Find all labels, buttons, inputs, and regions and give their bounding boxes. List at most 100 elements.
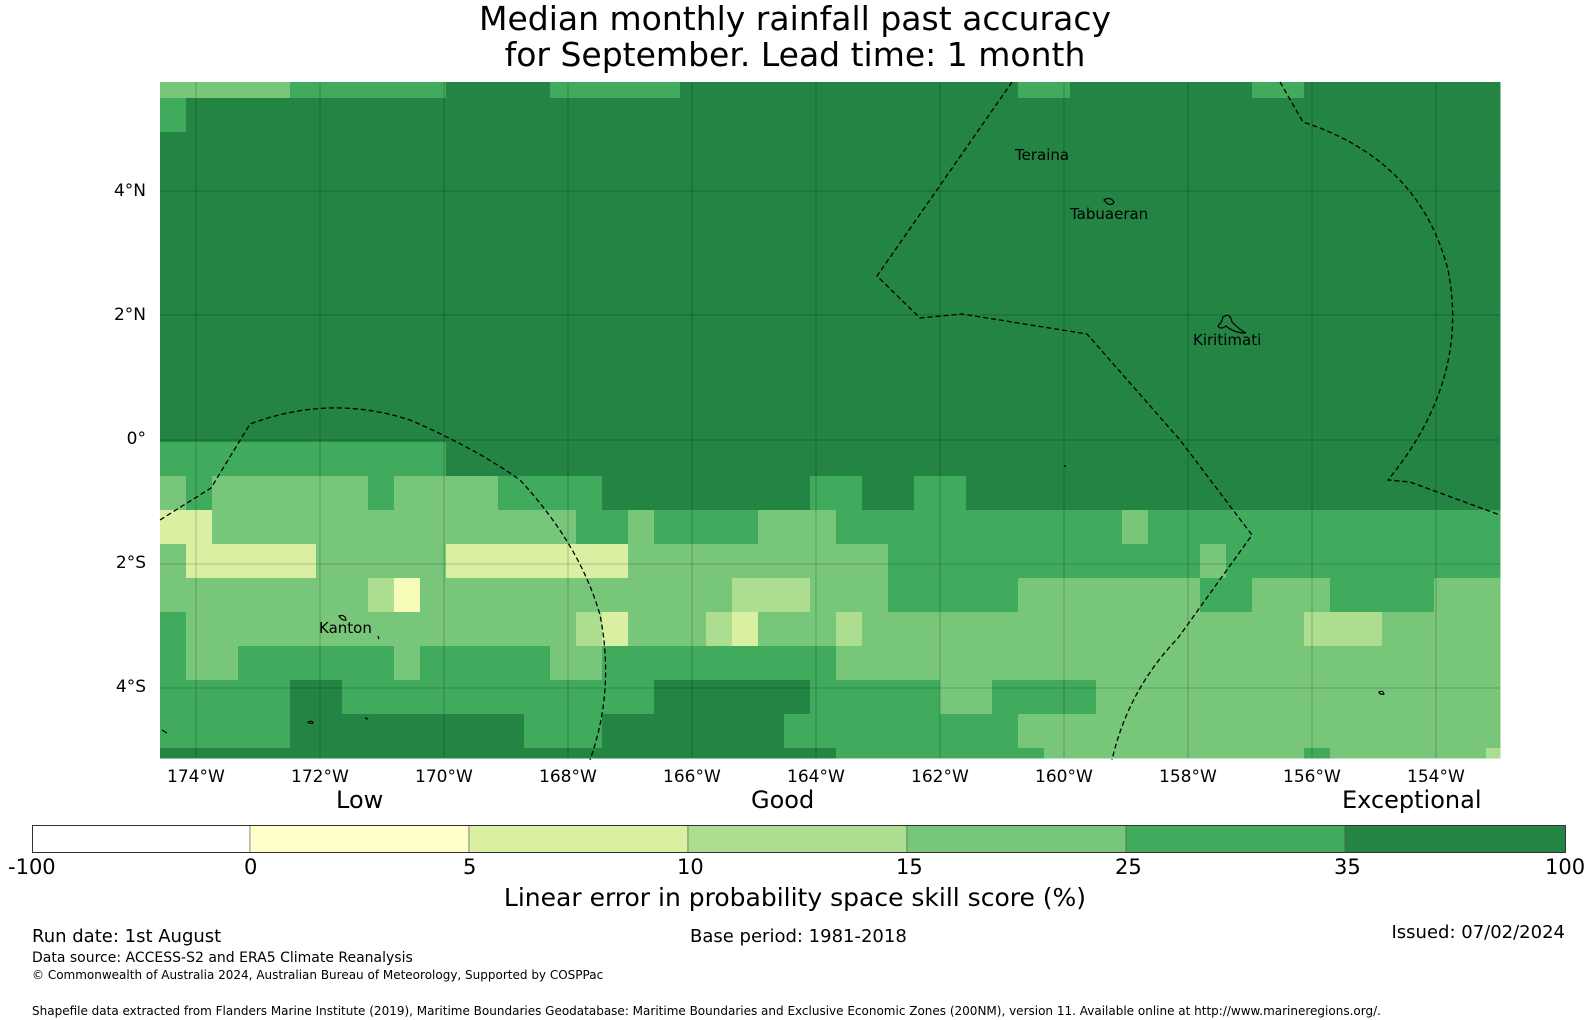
skill-cell (316, 680, 343, 715)
skill-cell (1070, 476, 1097, 511)
skill-cell (680, 714, 707, 749)
skill-cell (862, 98, 889, 133)
skill-cell (1382, 612, 1409, 647)
skill-cell (628, 544, 655, 579)
colorbar-segment (687, 825, 908, 853)
skill-cell (550, 680, 577, 715)
skill-cell (368, 544, 395, 579)
skill-cell (446, 510, 473, 545)
colorbar-segment (906, 825, 1127, 853)
skill-cell (1356, 82, 1383, 99)
skill-cell (472, 714, 499, 749)
skill-cell (1486, 82, 1501, 99)
skill-cell (160, 476, 187, 511)
skill-cell (1070, 442, 1097, 477)
skill-cell (1252, 680, 1279, 715)
skill-cell (498, 578, 525, 613)
skill-cell (420, 476, 447, 511)
skill-cell (1330, 476, 1357, 511)
skill-cell (394, 476, 421, 511)
skill-cell (1278, 578, 1305, 613)
skill-cell (1148, 98, 1175, 133)
skill-cell (238, 544, 265, 579)
skill-cell (1122, 442, 1149, 477)
skill-cell (1408, 714, 1435, 749)
skill-cell (160, 510, 187, 545)
skill-cell (1226, 680, 1253, 715)
skill-cell (420, 98, 447, 133)
skill-cell (264, 98, 291, 133)
skill-cell (394, 510, 421, 545)
skill-cell (1044, 646, 1071, 681)
skill-cell (238, 132, 265, 443)
skill-cell (238, 714, 265, 749)
skill-cell (862, 714, 889, 749)
skill-cell (524, 612, 551, 647)
skill-cell (758, 680, 785, 715)
skill-cell (602, 680, 629, 715)
skill-cell (1408, 510, 1435, 545)
lat-tick-4n: 4°N (113, 181, 146, 201)
skill-cell (706, 578, 733, 613)
skill-cell (836, 476, 863, 511)
skill-cell (446, 748, 473, 759)
skill-cell (940, 646, 967, 681)
skill-cell (732, 442, 759, 477)
skill-cell (940, 98, 967, 133)
skill-cell (1486, 476, 1501, 511)
skill-cell (1200, 510, 1227, 545)
skill-cell (1148, 476, 1175, 511)
skill-cell (576, 544, 603, 579)
lon-tick-170w: 170°W (415, 767, 473, 787)
skill-cell (680, 612, 707, 647)
skill-cell (160, 82, 187, 99)
skill-cell (966, 132, 993, 443)
skill-cell (1278, 748, 1305, 759)
skill-cell (550, 442, 577, 477)
skill-cell (186, 748, 213, 759)
skill-cell (602, 82, 629, 99)
island-small-1 (1378, 690, 1385, 695)
skill-cell (888, 98, 915, 133)
island-kanton-outline (338, 614, 347, 621)
skill-cell (1174, 510, 1201, 545)
skill-cell (420, 442, 447, 477)
skill-cell (1330, 714, 1357, 749)
skill-cell (654, 98, 681, 133)
skill-cell (1174, 612, 1201, 647)
skill-cell (914, 82, 941, 99)
skill-cell (160, 646, 187, 681)
skill-cell (446, 476, 473, 511)
skill-cell (290, 578, 317, 613)
colorbar-axis-label: Linear error in probability space skill … (503, 883, 1087, 912)
skill-cell (264, 612, 291, 647)
skill-cell (212, 442, 239, 477)
skill-cell (628, 680, 655, 715)
skill-cell (524, 476, 551, 511)
skill-cell (290, 132, 317, 443)
skill-cell (1408, 578, 1435, 613)
skill-cell (160, 612, 187, 647)
skill-cell (1070, 98, 1097, 133)
skill-cell (368, 98, 395, 133)
skill-cell (1382, 132, 1409, 443)
lat-tick-4s: 4°S (115, 677, 146, 697)
skill-cell (1486, 748, 1501, 759)
skill-cell (862, 748, 889, 759)
skill-cell (1096, 680, 1123, 715)
skill-cell (1252, 442, 1279, 477)
skill-cell (1278, 680, 1305, 715)
skill-cell (602, 646, 629, 681)
skill-cell (394, 578, 421, 613)
skill-cell (836, 680, 863, 715)
skill-cell (1408, 680, 1435, 715)
skill-cell (1382, 748, 1409, 759)
skill-cell (316, 646, 343, 681)
skill-cell (576, 612, 603, 647)
skill-cell (706, 646, 733, 681)
skill-cell (420, 82, 447, 99)
colorbar-word-exceptional: Exceptional (1342, 786, 1482, 814)
skill-cell (316, 476, 343, 511)
skill-cell (1460, 98, 1487, 133)
skill-cell (914, 476, 941, 511)
